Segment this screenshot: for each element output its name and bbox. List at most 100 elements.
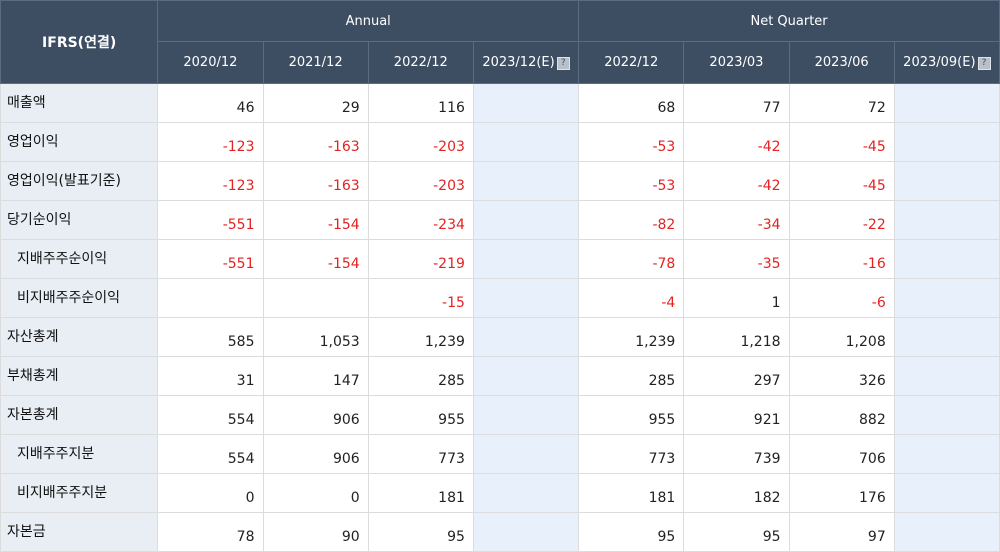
value-cell <box>472 83 580 123</box>
row-label[interactable]: 지배주주순이익 <box>0 239 159 279</box>
value-cell <box>893 512 1000 552</box>
value-cell: -6 <box>788 278 895 318</box>
row-label[interactable]: 지배주주지분 <box>0 434 159 474</box>
value-cell <box>893 239 1000 279</box>
value-cell: 29 <box>262 83 369 123</box>
row-label[interactable]: 당기순이익 <box>0 200 159 240</box>
value-cell: -154 <box>262 200 369 240</box>
row-label[interactable]: 영업이익(발표기준) <box>0 161 159 201</box>
period-label: 2021/12 <box>288 55 343 70</box>
table-row: 매출액 46 29 116 68 77 72 <box>0 83 1000 123</box>
accounting-standard-label: IFRS(연결) <box>0 0 159 84</box>
value-cell: 0 <box>262 473 369 513</box>
value-cell: 1,239 <box>578 317 685 357</box>
value-cell: -551 <box>157 239 264 279</box>
value-cell: 31 <box>157 356 264 396</box>
help-icon[interactable]: ? <box>977 57 991 70</box>
value-cell: 585 <box>157 317 264 357</box>
table-row: 영업이익(발표기준) -123 -163 -203 -53 -42 -45 <box>0 161 1000 201</box>
value-cell: -42 <box>683 161 790 201</box>
table-row: 자본총계 554 906 955 955 921 882 <box>0 395 1000 435</box>
table-row: 당기순이익 -551 -154 -234 -82 -34 -22 <box>0 200 1000 240</box>
value-cell: 176 <box>788 473 895 513</box>
value-cell: -35 <box>683 239 790 279</box>
value-cell: -4 <box>578 278 685 318</box>
period-header-5: 2023/03 <box>683 41 790 84</box>
value-cell <box>262 278 369 318</box>
period-header-3: 2023/12(E)? <box>472 41 580 84</box>
help-icon[interactable]: ? <box>556 57 570 70</box>
value-cell <box>472 161 580 201</box>
period-header-6: 2023/06 <box>788 41 895 84</box>
value-cell: -78 <box>578 239 685 279</box>
table-row: 비지배주주지분 0 0 181 181 182 176 <box>0 473 1000 513</box>
value-cell: 95 <box>367 512 474 552</box>
table-row: 영업이익 -123 -163 -203 -53 -42 -45 <box>0 122 1000 162</box>
row-label[interactable]: 비지배주주순이익 <box>0 278 159 318</box>
value-cell: -82 <box>578 200 685 240</box>
table-row: 자본금 78 90 95 95 95 97 <box>0 512 1000 552</box>
value-cell <box>893 122 1000 162</box>
period-label: 2022/12 <box>604 55 659 70</box>
value-cell <box>472 278 580 318</box>
value-cell: -16 <box>788 239 895 279</box>
table-row: 지배주주지분 554 906 773 773 739 706 <box>0 434 1000 474</box>
value-cell: 906 <box>262 434 369 474</box>
value-cell <box>893 278 1000 318</box>
value-cell <box>893 161 1000 201</box>
table-row: 자산총계 585 1,053 1,239 1,239 1,218 1,208 <box>0 317 1000 357</box>
value-cell: 46 <box>157 83 264 123</box>
value-cell: -551 <box>157 200 264 240</box>
value-cell: 68 <box>578 83 685 123</box>
value-cell: 554 <box>157 434 264 474</box>
value-cell: 95 <box>683 512 790 552</box>
table-body: 매출액 46 29 116 68 77 72 영업이익 -123 -163 -203 -53 -42 -4… <box>0 83 1000 552</box>
value-cell: 78 <box>157 512 264 552</box>
table-row: 비지배주주순이익 -15 -4 1 -6 <box>0 278 1000 318</box>
value-cell <box>472 200 580 240</box>
value-cell: 116 <box>367 83 474 123</box>
value-cell <box>472 512 580 552</box>
row-label[interactable]: 매출액 <box>0 83 159 123</box>
period-label: 2020/12 <box>183 55 238 70</box>
value-cell: 90 <box>262 512 369 552</box>
value-cell: 182 <box>683 473 790 513</box>
value-cell <box>893 83 1000 123</box>
period-label: 2023/06 <box>814 55 869 70</box>
value-cell: -203 <box>367 161 474 201</box>
value-cell: 147 <box>262 356 369 396</box>
value-cell: -123 <box>157 161 264 201</box>
row-label[interactable]: 부채총계 <box>0 356 159 396</box>
row-label[interactable]: 자본총계 <box>0 395 159 435</box>
row-label[interactable]: 자산총계 <box>0 317 159 357</box>
value-cell <box>472 473 580 513</box>
row-label[interactable]: 영업이익 <box>0 122 159 162</box>
value-cell: 77 <box>683 83 790 123</box>
row-label[interactable]: 자본금 <box>0 512 159 552</box>
value-cell <box>893 200 1000 240</box>
period-label: 2022/12 <box>393 55 448 70</box>
value-cell: 1,053 <box>262 317 369 357</box>
value-cell <box>893 317 1000 357</box>
value-cell: -15 <box>367 278 474 318</box>
value-cell: -203 <box>367 122 474 162</box>
value-cell: -45 <box>788 122 895 162</box>
value-cell <box>472 317 580 357</box>
value-cell: 921 <box>683 395 790 435</box>
row-label[interactable]: 비지배주주지분 <box>0 473 159 513</box>
value-cell <box>472 356 580 396</box>
value-cell: 739 <box>683 434 790 474</box>
value-cell: 285 <box>367 356 474 396</box>
value-cell: 1,208 <box>788 317 895 357</box>
period-label: 2023/12(E) <box>482 55 555 70</box>
value-cell <box>893 395 1000 435</box>
value-cell: 95 <box>578 512 685 552</box>
annual-group-header: Annual <box>157 0 580 42</box>
value-cell: -123 <box>157 122 264 162</box>
value-cell: 706 <box>788 434 895 474</box>
value-cell: 97 <box>788 512 895 552</box>
value-cell: 1,239 <box>367 317 474 357</box>
period-header-2: 2022/12 <box>367 41 474 84</box>
value-cell: -154 <box>262 239 369 279</box>
value-cell: 0 <box>157 473 264 513</box>
